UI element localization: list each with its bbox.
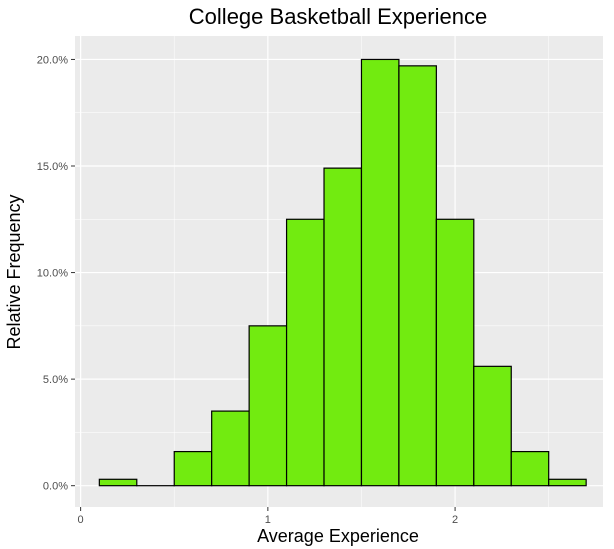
histogram-bar [323,167,363,487]
chart-title: College Basketball Experience [189,4,487,29]
histogram-bar [248,325,288,487]
y-tick-label: 10.0% [37,268,68,280]
histogram-bar [285,218,325,487]
histogram-bar [360,58,400,487]
histogram-bar [435,218,475,487]
histogram-bar [548,478,587,487]
y-axis-title: Relative Frequency [4,194,24,349]
y-tick-label: 5.0% [43,374,68,386]
x-axis-title: Average Experience [257,526,419,546]
histogram-bar [510,450,550,487]
histogram-bar [173,450,213,487]
x-tick-label: 1 [265,514,271,526]
x-tick-label: 2 [452,514,458,526]
x-axis: 0 1 2 [78,507,458,526]
histogram-bars [98,58,587,487]
x-tick-label: 0 [78,514,84,526]
y-tick-label: 20.0% [37,54,68,66]
histogram-bar [98,478,138,487]
histogram-bar [211,410,250,487]
y-tick-label: 0.0% [43,481,68,493]
histogram-bar [398,65,437,487]
histogram-bar [473,365,512,487]
y-tick-label: 15.0% [37,161,68,173]
y-axis: 0.0% 5.0% 10.0% 15.0% 20.0% [37,54,75,493]
